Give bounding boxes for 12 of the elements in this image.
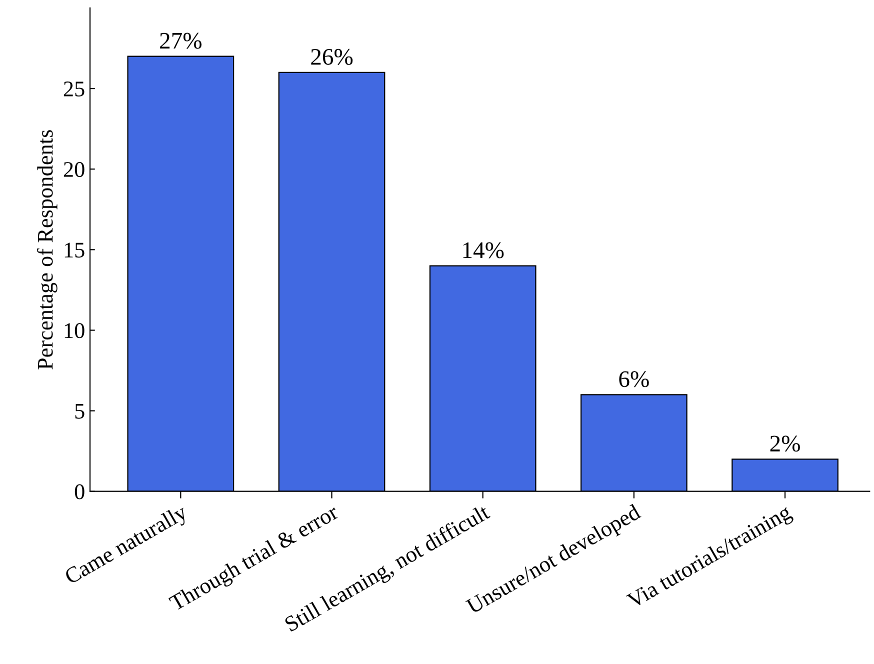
y-tick-label: 25 (64, 82, 84, 96)
data-label: 26% (311, 48, 353, 65)
y-tick-label: 15 (64, 242, 84, 258)
data-label: 14% (463, 242, 504, 258)
y-tick-label: 5 (75, 404, 84, 419)
y-tick-label: 0 (74, 484, 84, 500)
data-label: 2% (770, 436, 800, 452)
y-tick-label: 20 (64, 162, 84, 178)
y-axis-title: Percentage of Respondents (36, 130, 58, 370)
y-tick-label: 10 (64, 323, 84, 338)
data-label: 27% (160, 32, 202, 49)
data-label: 6% (619, 371, 649, 388)
